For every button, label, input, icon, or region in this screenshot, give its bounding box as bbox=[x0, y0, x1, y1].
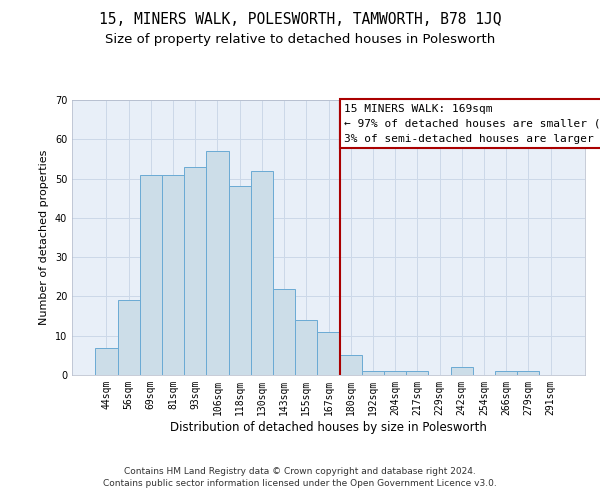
Bar bbox=[362, 371, 384, 375]
Bar bbox=[95, 348, 118, 375]
Bar bbox=[251, 170, 273, 375]
Bar bbox=[295, 320, 317, 375]
Bar bbox=[384, 371, 406, 375]
Bar bbox=[273, 288, 295, 375]
Bar bbox=[206, 151, 229, 375]
Bar bbox=[451, 367, 473, 375]
Bar bbox=[340, 356, 362, 375]
Text: Contains HM Land Registry data © Crown copyright and database right 2024.
Contai: Contains HM Land Registry data © Crown c… bbox=[103, 466, 497, 487]
Text: Size of property relative to detached houses in Polesworth: Size of property relative to detached ho… bbox=[105, 32, 495, 46]
Bar bbox=[162, 174, 184, 375]
Text: 15 MINERS WALK: 169sqm
← 97% of detached houses are smaller (334)
3% of semi-det: 15 MINERS WALK: 169sqm ← 97% of detached… bbox=[344, 104, 600, 144]
Bar bbox=[229, 186, 251, 375]
Bar bbox=[517, 371, 539, 375]
Bar bbox=[140, 174, 162, 375]
Bar bbox=[317, 332, 340, 375]
Bar bbox=[406, 371, 428, 375]
Bar bbox=[495, 371, 517, 375]
Text: 15, MINERS WALK, POLESWORTH, TAMWORTH, B78 1JQ: 15, MINERS WALK, POLESWORTH, TAMWORTH, B… bbox=[99, 12, 501, 28]
X-axis label: Distribution of detached houses by size in Polesworth: Distribution of detached houses by size … bbox=[170, 420, 487, 434]
Y-axis label: Number of detached properties: Number of detached properties bbox=[39, 150, 49, 325]
Bar bbox=[118, 300, 140, 375]
Bar bbox=[184, 167, 206, 375]
